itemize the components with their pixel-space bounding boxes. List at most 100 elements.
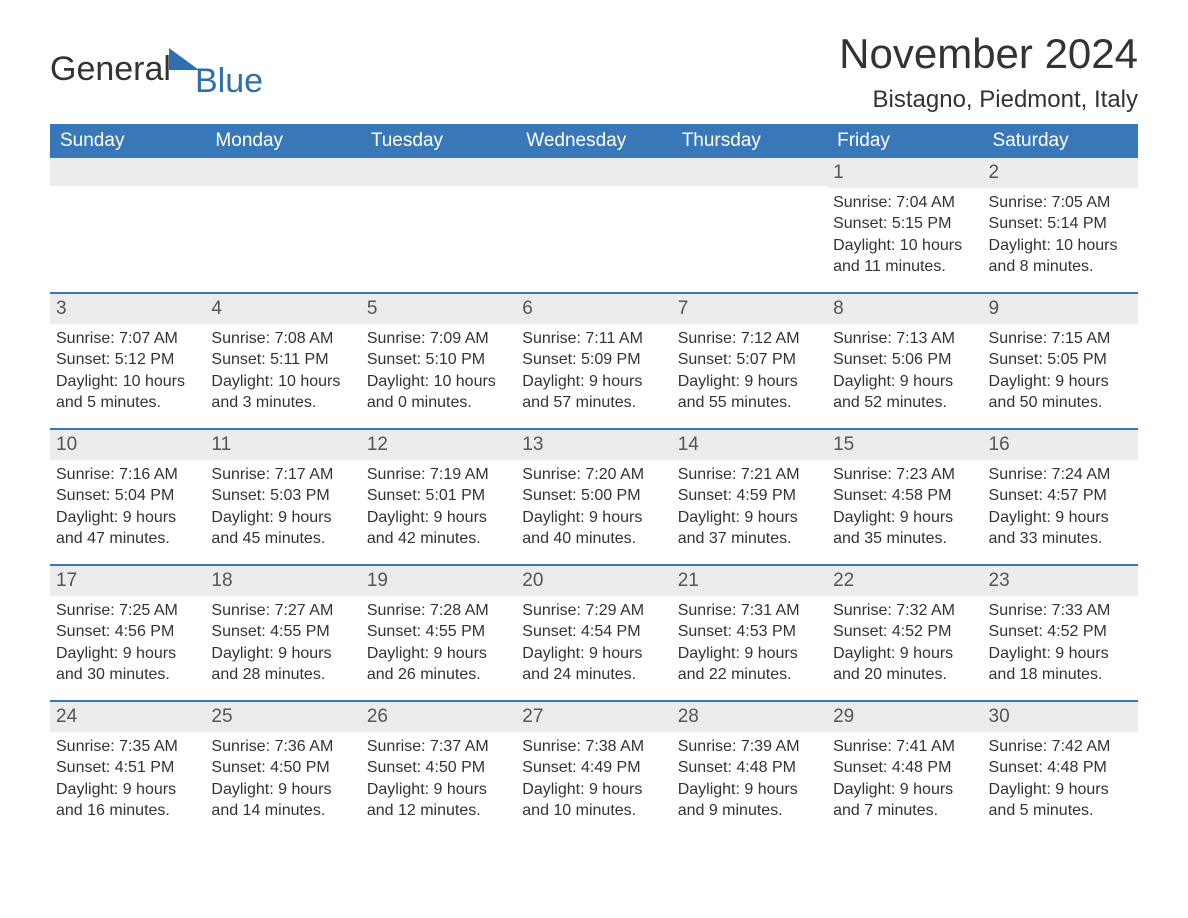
day-cell: 30Sunrise: 7:42 AMSunset: 4:48 PMDayligh… xyxy=(983,700,1138,836)
sunrise-text: Sunrise: 7:33 AM xyxy=(989,600,1132,622)
dl1-text: Daylight: 9 hours xyxy=(522,643,665,665)
date-number: 16 xyxy=(983,428,1138,460)
day-cell: 12Sunrise: 7:19 AMSunset: 5:01 PMDayligh… xyxy=(361,428,516,564)
dl2-text: and 9 minutes. xyxy=(678,800,821,822)
date-number: 3 xyxy=(50,292,205,324)
day-cell: 26Sunrise: 7:37 AMSunset: 4:50 PMDayligh… xyxy=(361,700,516,836)
day-cell xyxy=(361,158,516,292)
day-header-wednesday: Wednesday xyxy=(516,124,671,158)
date-number: 9 xyxy=(983,292,1138,324)
sunset-text: Sunset: 4:53 PM xyxy=(678,621,821,643)
dl1-text: Daylight: 9 hours xyxy=(522,507,665,529)
date-number: 24 xyxy=(50,700,205,732)
sunset-text: Sunset: 5:03 PM xyxy=(211,485,354,507)
dl2-text: and 14 minutes. xyxy=(211,800,354,822)
date-number: 19 xyxy=(361,564,516,596)
day-cell: 24Sunrise: 7:35 AMSunset: 4:51 PMDayligh… xyxy=(50,700,205,836)
dl1-text: Daylight: 9 hours xyxy=(522,779,665,801)
sunset-text: Sunset: 5:12 PM xyxy=(56,349,199,371)
day-cell xyxy=(516,158,671,292)
day-cell: 20Sunrise: 7:29 AMSunset: 4:54 PMDayligh… xyxy=(516,564,671,700)
week-row: 10Sunrise: 7:16 AMSunset: 5:04 PMDayligh… xyxy=(50,428,1138,564)
dl1-text: Daylight: 9 hours xyxy=(678,643,821,665)
sunrise-text: Sunrise: 7:27 AM xyxy=(211,600,354,622)
day-header-tuesday: Tuesday xyxy=(361,124,516,158)
sunrise-text: Sunrise: 7:24 AM xyxy=(989,464,1132,486)
day-header-monday: Monday xyxy=(205,124,360,158)
dl2-text: and 37 minutes. xyxy=(678,528,821,550)
sunset-text: Sunset: 4:58 PM xyxy=(833,485,976,507)
sunset-text: Sunset: 4:48 PM xyxy=(833,757,976,779)
dl2-text: and 3 minutes. xyxy=(211,392,354,414)
sunset-text: Sunset: 5:07 PM xyxy=(678,349,821,371)
sunset-text: Sunset: 5:01 PM xyxy=(367,485,510,507)
sunrise-text: Sunrise: 7:37 AM xyxy=(367,736,510,758)
date-number: 13 xyxy=(516,428,671,460)
sunrise-text: Sunrise: 7:09 AM xyxy=(367,328,510,350)
sunset-text: Sunset: 4:55 PM xyxy=(367,621,510,643)
dl2-text: and 5 minutes. xyxy=(989,800,1132,822)
day-cell: 19Sunrise: 7:28 AMSunset: 4:55 PMDayligh… xyxy=(361,564,516,700)
dl2-text: and 11 minutes. xyxy=(833,256,976,278)
dl2-text: and 0 minutes. xyxy=(367,392,510,414)
day-header-sunday: Sunday xyxy=(50,124,205,158)
dl2-text: and 5 minutes. xyxy=(56,392,199,414)
dl1-text: Daylight: 10 hours xyxy=(833,235,976,257)
day-cell: 9Sunrise: 7:15 AMSunset: 5:05 PMDaylight… xyxy=(983,292,1138,428)
dl1-text: Daylight: 10 hours xyxy=(367,371,510,393)
date-number: 30 xyxy=(983,700,1138,732)
sunrise-text: Sunrise: 7:11 AM xyxy=(522,328,665,350)
dl1-text: Daylight: 9 hours xyxy=(211,507,354,529)
date-number: 22 xyxy=(827,564,982,596)
day-cell: 5Sunrise: 7:09 AMSunset: 5:10 PMDaylight… xyxy=(361,292,516,428)
sunset-text: Sunset: 4:48 PM xyxy=(678,757,821,779)
day-cell: 14Sunrise: 7:21 AMSunset: 4:59 PMDayligh… xyxy=(672,428,827,564)
date-number: 1 xyxy=(827,158,982,188)
empty-date-bar xyxy=(50,158,205,186)
dl1-text: Daylight: 9 hours xyxy=(56,507,199,529)
day-cell: 7Sunrise: 7:12 AMSunset: 5:07 PMDaylight… xyxy=(672,292,827,428)
sunrise-text: Sunrise: 7:15 AM xyxy=(989,328,1132,350)
dl2-text: and 42 minutes. xyxy=(367,528,510,550)
sunset-text: Sunset: 4:59 PM xyxy=(678,485,821,507)
dl1-text: Daylight: 9 hours xyxy=(367,507,510,529)
calendar-table: SundayMondayTuesdayWednesdayThursdayFrid… xyxy=(50,124,1138,836)
sunrise-text: Sunrise: 7:31 AM xyxy=(678,600,821,622)
date-number: 7 xyxy=(672,292,827,324)
sunset-text: Sunset: 5:11 PM xyxy=(211,349,354,371)
day-cell: 15Sunrise: 7:23 AMSunset: 4:58 PMDayligh… xyxy=(827,428,982,564)
day-cell: 28Sunrise: 7:39 AMSunset: 4:48 PMDayligh… xyxy=(672,700,827,836)
empty-date-bar xyxy=(361,158,516,186)
dl1-text: Daylight: 9 hours xyxy=(989,779,1132,801)
day-cell: 11Sunrise: 7:17 AMSunset: 5:03 PMDayligh… xyxy=(205,428,360,564)
sunrise-text: Sunrise: 7:21 AM xyxy=(678,464,821,486)
sunset-text: Sunset: 5:05 PM xyxy=(989,349,1132,371)
dl1-text: Daylight: 9 hours xyxy=(833,779,976,801)
dl1-text: Daylight: 9 hours xyxy=(833,507,976,529)
sunrise-text: Sunrise: 7:42 AM xyxy=(989,736,1132,758)
day-cell: 3Sunrise: 7:07 AMSunset: 5:12 PMDaylight… xyxy=(50,292,205,428)
dl2-text: and 8 minutes. xyxy=(989,256,1132,278)
dl2-text: and 30 minutes. xyxy=(56,664,199,686)
date-number: 28 xyxy=(672,700,827,732)
day-header-row: SundayMondayTuesdayWednesdayThursdayFrid… xyxy=(50,124,1138,158)
dl1-text: Daylight: 10 hours xyxy=(211,371,354,393)
sunrise-text: Sunrise: 7:12 AM xyxy=(678,328,821,350)
day-cell: 8Sunrise: 7:13 AMSunset: 5:06 PMDaylight… xyxy=(827,292,982,428)
dl1-text: Daylight: 10 hours xyxy=(56,371,199,393)
date-number: 8 xyxy=(827,292,982,324)
sunrise-text: Sunrise: 7:04 AM xyxy=(833,192,976,214)
dl2-text: and 20 minutes. xyxy=(833,664,976,686)
dl1-text: Daylight: 9 hours xyxy=(56,779,199,801)
sunset-text: Sunset: 4:51 PM xyxy=(56,757,199,779)
date-number: 27 xyxy=(516,700,671,732)
day-cell: 21Sunrise: 7:31 AMSunset: 4:53 PMDayligh… xyxy=(672,564,827,700)
logo-text-blue: Blue xyxy=(195,62,263,101)
day-cell: 16Sunrise: 7:24 AMSunset: 4:57 PMDayligh… xyxy=(983,428,1138,564)
week-row: 17Sunrise: 7:25 AMSunset: 4:56 PMDayligh… xyxy=(50,564,1138,700)
dl2-text: and 35 minutes. xyxy=(833,528,976,550)
day-cell: 6Sunrise: 7:11 AMSunset: 5:09 PMDaylight… xyxy=(516,292,671,428)
day-cell: 18Sunrise: 7:27 AMSunset: 4:55 PMDayligh… xyxy=(205,564,360,700)
day-cell: 29Sunrise: 7:41 AMSunset: 4:48 PMDayligh… xyxy=(827,700,982,836)
location-label: Bistagno, Piedmont, Italy xyxy=(839,86,1138,114)
